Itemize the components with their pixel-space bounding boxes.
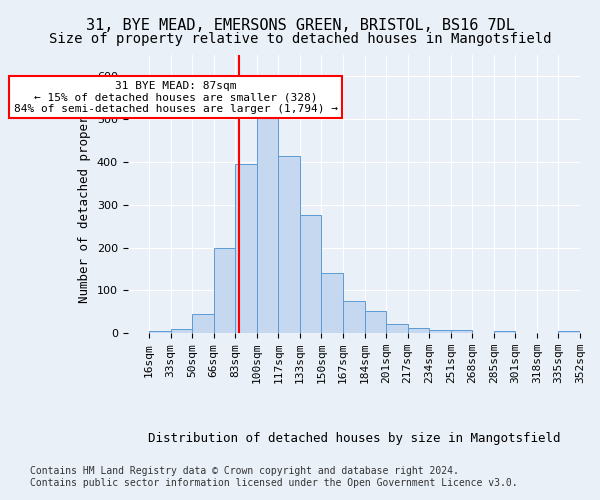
Bar <box>559 331 580 333</box>
Bar <box>278 156 300 333</box>
Bar <box>192 314 214 333</box>
Bar <box>343 301 365 333</box>
Bar <box>407 328 429 333</box>
Bar <box>170 329 192 333</box>
Bar <box>494 330 515 333</box>
Bar <box>257 117 278 333</box>
Bar <box>386 324 407 333</box>
Text: Contains HM Land Registry data © Crown copyright and database right 2024.
Contai: Contains HM Land Registry data © Crown c… <box>30 466 518 487</box>
Y-axis label: Number of detached properties: Number of detached properties <box>78 86 91 303</box>
Bar <box>365 311 386 333</box>
Bar <box>235 164 257 333</box>
Text: 31, BYE MEAD, EMERSONS GREEN, BRISTOL, BS16 7DL: 31, BYE MEAD, EMERSONS GREEN, BRISTOL, B… <box>86 18 514 32</box>
Bar <box>322 274 343 333</box>
X-axis label: Distribution of detached houses by size in Mangotsfield: Distribution of detached houses by size … <box>148 432 560 445</box>
Text: 31 BYE MEAD: 87sqm
← 15% of detached houses are smaller (328)
84% of semi-detach: 31 BYE MEAD: 87sqm ← 15% of detached hou… <box>14 80 338 114</box>
Text: Size of property relative to detached houses in Mangotsfield: Size of property relative to detached ho… <box>49 32 551 46</box>
Bar <box>429 330 451 333</box>
Bar <box>149 331 170 333</box>
Bar <box>300 216 322 333</box>
Bar <box>451 330 472 333</box>
Bar <box>214 248 235 333</box>
